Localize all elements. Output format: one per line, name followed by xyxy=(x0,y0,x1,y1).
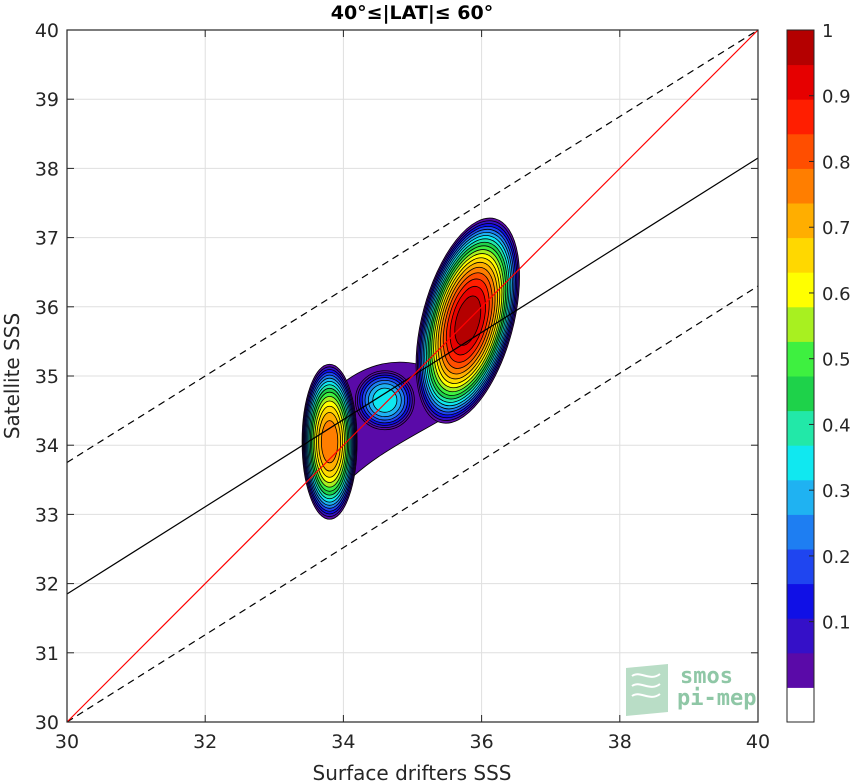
y-tick-label: 34 xyxy=(35,435,59,457)
y-tick-label: 32 xyxy=(35,574,59,596)
y-tick-label: 38 xyxy=(35,158,59,180)
x-tick-label: 32 xyxy=(193,731,217,753)
x-axis-label: Surface drifters SSS xyxy=(313,761,512,784)
colorbar-segment xyxy=(787,445,814,481)
colorbar-segment xyxy=(787,618,814,654)
colorbar-segment xyxy=(787,376,814,412)
colorbar-segment xyxy=(787,237,814,273)
reference-lines xyxy=(66,29,759,723)
colorbar-frame xyxy=(786,29,815,723)
colorbar-tick-label: 0.4 xyxy=(822,415,851,436)
colorbar-tick-label: 0.6 xyxy=(822,284,851,305)
y-tick-label: 30 xyxy=(35,712,59,734)
logo-text-line2: pi-mep xyxy=(677,686,756,711)
upper-dashed-line xyxy=(66,29,759,464)
logo-wave-lines-icon xyxy=(631,673,661,698)
colorbar-segment xyxy=(787,203,814,239)
x-tick-label: 36 xyxy=(470,731,494,753)
colorbar-tick-label: 0.7 xyxy=(822,218,851,239)
colorbar-segment xyxy=(787,30,814,66)
contour-band-cluster-1 xyxy=(320,420,339,464)
colorbar-tick-label: 0.5 xyxy=(822,350,851,371)
colorbar-segment xyxy=(787,687,814,723)
colorbar-segment xyxy=(787,514,814,550)
y-axis-label: Satellite SSS xyxy=(0,313,24,439)
x-tick-label: 40 xyxy=(746,731,770,753)
contour-band-cluster-2 xyxy=(372,387,398,413)
colorbar-segment xyxy=(787,652,814,688)
x-tick-label: 34 xyxy=(331,731,355,753)
logo-text-line1: smos xyxy=(680,664,733,689)
colorbar-segment xyxy=(787,306,814,342)
lower-dashed-line xyxy=(66,285,759,723)
tick-labels: 30 32 34 36 38 40 30 31 32 33 34 35 36 37 38 39 40 xyxy=(35,20,770,753)
y-tick-label: 36 xyxy=(35,297,59,319)
y-tick-label: 39 xyxy=(35,89,59,111)
colorbar-segment xyxy=(787,272,814,308)
colorbar-tick-label: 1 xyxy=(822,21,833,42)
colorbar-segment xyxy=(787,168,814,204)
one-to-one-line xyxy=(66,29,759,723)
x-tick-label: 38 xyxy=(608,731,632,753)
colorbar-segment xyxy=(787,64,814,100)
colorbar-tick-label: 0.3 xyxy=(822,481,851,502)
smos-pi-mep-logo: smos pi-mep xyxy=(626,664,756,716)
y-tick-label: 37 xyxy=(35,228,59,250)
colorbar-segment xyxy=(787,133,814,169)
chart-title: 40°≤|LAT|≤ 60° xyxy=(331,2,494,24)
colorbar-segment xyxy=(787,479,814,515)
colorbar-segment xyxy=(787,99,814,135)
colorbar-segment xyxy=(787,410,814,446)
y-tick-label: 40 xyxy=(35,20,59,42)
y-tick-label: 33 xyxy=(35,504,59,526)
x-tick-label: 30 xyxy=(55,731,79,753)
colorbar-segment xyxy=(787,549,814,585)
y-tick-label: 31 xyxy=(35,643,59,665)
colorbar-tick-label: 0.1 xyxy=(822,613,851,634)
logo-wave-icon xyxy=(626,664,668,716)
colorbar-segment xyxy=(787,583,814,619)
colorbar: 0.1 0.2 0.3 0.4 0.5 0.6 0.7 0.8 0.9 1 xyxy=(786,21,851,723)
colorbar-tick-label: 0.9 xyxy=(822,87,851,108)
colorbar-tick-label: 0.2 xyxy=(822,547,851,568)
colorbar-tick-label: 0.8 xyxy=(822,152,851,173)
y-tick-label: 35 xyxy=(35,366,59,388)
